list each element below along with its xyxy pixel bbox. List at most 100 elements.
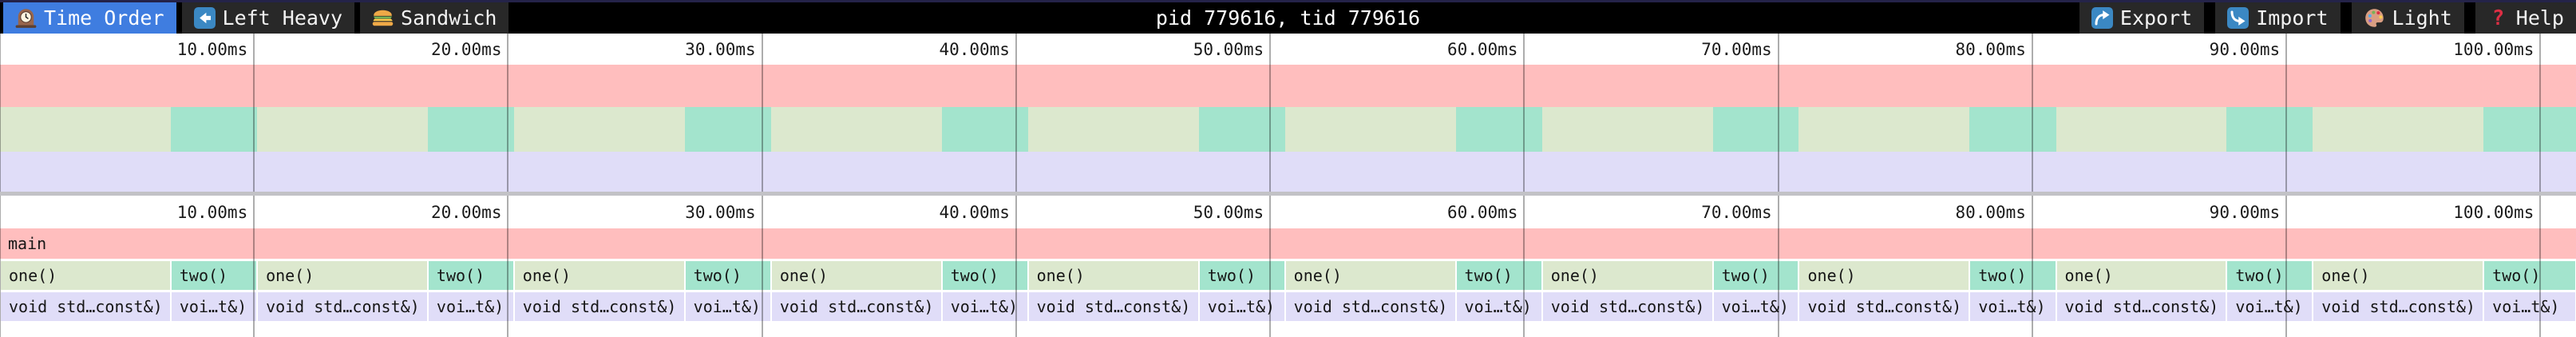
minimap-frame-voi-t[interactable] (427, 152, 514, 192)
minimap-frame-main[interactable] (0, 65, 2576, 107)
flame-frame-voi-t[interactable]: voi…t&) (942, 292, 1027, 321)
minimap-frame-one[interactable] (770, 107, 942, 152)
minimap[interactable]: 10.00ms 20.00ms 30.00ms 40.00ms 50.00ms 60.00… (0, 34, 2576, 192)
flame-frame-void-std-const[interactable]: void std…const&) (1028, 292, 1198, 321)
minimap-frame-two[interactable] (1712, 107, 1799, 152)
flame-frame-one[interactable]: one() (514, 261, 684, 290)
flame-frame-two[interactable]: two() (428, 261, 513, 290)
flame-frame-two[interactable]: two() (2484, 261, 2575, 290)
minimap-frame-two[interactable] (1969, 107, 2056, 152)
flame-frame-two[interactable]: two() (1713, 261, 1798, 290)
minimap-row-depth-1[interactable] (0, 107, 2576, 152)
minimap-frame-voi-t[interactable] (684, 152, 771, 192)
flame-frame-void-std-const[interactable]: void std…const&) (771, 292, 941, 321)
minimap-frame-voi-t[interactable] (1455, 152, 1542, 192)
minimap-frame-void-std-const[interactable] (257, 152, 428, 192)
minimap-frame-void-std-const[interactable] (1798, 152, 1970, 192)
minimap-frame-one[interactable] (257, 107, 428, 152)
window-top-strip (0, 0, 2576, 2)
flame-frame-one[interactable]: one() (1, 261, 170, 290)
flame-frame-two[interactable]: two() (685, 261, 770, 290)
flame-frame-two[interactable]: two() (942, 261, 1027, 290)
minimap-frame-two[interactable] (684, 107, 771, 152)
minimap-frame-void-std-const[interactable] (2056, 152, 2227, 192)
flame-frame-void-std-const[interactable]: void std…const&) (2056, 292, 2226, 321)
minimap-frame-voi-t[interactable] (2483, 152, 2576, 192)
flame-frame-two[interactable]: two() (1199, 261, 1284, 290)
minimap-frame-two[interactable] (1455, 107, 1542, 152)
minimap-frame-two[interactable] (2226, 107, 2313, 152)
flame-frame-void-std-const[interactable]: void std…const&) (514, 292, 684, 321)
flame-frame-voi-t[interactable]: voi…t&) (2484, 292, 2575, 321)
flame-frame-voi-t[interactable]: voi…t&) (1456, 292, 1541, 321)
minimap-flamechart-divider[interactable] (0, 192, 2576, 196)
flame-frame-voi-t[interactable]: voi…t&) (685, 292, 770, 321)
flame-frame-one[interactable]: one() (771, 261, 941, 290)
flame-frame-one[interactable]: one() (1542, 261, 1712, 290)
flame-frame-one[interactable]: one() (1285, 261, 1455, 290)
minimap-frame-one[interactable] (1798, 107, 1970, 152)
minimap-bands[interactable] (0, 65, 2576, 192)
flame-frame-two[interactable]: two() (1970, 261, 2056, 290)
minimap-frame-void-std-const[interactable] (1541, 152, 1713, 192)
flame-frame-main[interactable]: main (0, 228, 2576, 259)
minimap-frame-voi-t[interactable] (1198, 152, 1285, 192)
minimap-frame-two[interactable] (941, 107, 1028, 152)
flame-frame-void-std-const[interactable]: void std…const&) (1285, 292, 1455, 321)
minimap-frame-one[interactable] (513, 107, 685, 152)
flame-frame-one[interactable]: one() (1028, 261, 1198, 290)
minimap-frame-one[interactable] (1541, 107, 1713, 152)
tab-sandwich[interactable]: Sandwich (360, 2, 509, 34)
minimap-frame-voi-t[interactable] (941, 152, 1028, 192)
flame-frame-void-std-const[interactable]: void std…const&) (2313, 292, 2483, 321)
flame-frame-one[interactable]: one() (2313, 261, 2483, 290)
flame-frame-one[interactable]: one() (258, 261, 427, 290)
flame-frame-voi-t[interactable]: voi…t&) (428, 292, 513, 321)
minimap-frame-voi-t[interactable] (170, 152, 258, 192)
flame-frame-void-std-const[interactable]: void std…const&) (1, 292, 170, 321)
flame-frame-voi-t[interactable]: voi…t&) (1970, 292, 2056, 321)
tab-time-order[interactable]: Time Order (3, 2, 176, 34)
button-help[interactable]: ? Help (2475, 2, 2576, 34)
minimap-frame-void-std-const[interactable] (513, 152, 685, 192)
flame-frame-one[interactable]: one() (1799, 261, 1969, 290)
minimap-frame-void-std-const[interactable] (2313, 152, 2484, 192)
minimap-frame-one[interactable] (2313, 107, 2484, 152)
minimap-frame-one[interactable] (1284, 107, 1456, 152)
time-tick-label: 50.00ms (1193, 39, 1264, 59)
flame-frame-voi-t[interactable]: voi…t&) (2227, 292, 2313, 321)
minimap-row-depth-0[interactable] (0, 65, 2576, 107)
minimap-ruler[interactable]: 10.00ms 20.00ms 30.00ms 40.00ms 50.00ms 60.00… (0, 34, 2576, 65)
minimap-frame-two[interactable] (2483, 107, 2576, 152)
flame-frame-two[interactable]: two() (2227, 261, 2313, 290)
minimap-frame-void-std-const[interactable] (1027, 152, 1199, 192)
minimap-frame-two[interactable] (427, 107, 514, 152)
minimap-row-depth-2[interactable] (0, 152, 2576, 192)
minimap-frame-voi-t[interactable] (1969, 152, 2056, 192)
flame-frame-voi-t[interactable]: voi…t&) (1199, 292, 1284, 321)
minimap-frame-void-std-const[interactable] (0, 152, 171, 192)
tab-label: Time Order (44, 6, 164, 30)
flame-frame-void-std-const[interactable]: void std…const&) (258, 292, 427, 321)
flame-frame-two[interactable]: two() (171, 261, 257, 290)
button-light[interactable]: Light (2351, 2, 2464, 34)
button-import[interactable]: Import (2215, 2, 2341, 34)
flame-frame-two[interactable]: two() (1456, 261, 1541, 290)
minimap-frame-voi-t[interactable] (1712, 152, 1799, 192)
minimap-frame-one[interactable] (0, 107, 171, 152)
flame-frame-void-std-const[interactable]: void std…const&) (1799, 292, 1969, 321)
flamechart[interactable]: 10.00ms 20.00ms 30.00ms 40.00ms 50.00ms 60.00… (0, 196, 2576, 337)
minimap-frame-void-std-const[interactable] (1284, 152, 1456, 192)
flame-frame-one[interactable]: one() (2056, 261, 2226, 290)
tab-left-heavy[interactable]: Left Heavy (181, 2, 355, 34)
minimap-frame-voi-t[interactable] (2226, 152, 2313, 192)
flame-frame-voi-t[interactable]: voi…t&) (1713, 292, 1798, 321)
minimap-frame-two[interactable] (170, 107, 258, 152)
flame-frame-voi-t[interactable]: voi…t&) (171, 292, 257, 321)
minimap-frame-void-std-const[interactable] (770, 152, 942, 192)
minimap-frame-one[interactable] (1027, 107, 1199, 152)
minimap-frame-one[interactable] (2056, 107, 2227, 152)
button-export[interactable]: Export (2079, 2, 2205, 34)
minimap-frame-two[interactable] (1198, 107, 1285, 152)
flame-frame-void-std-const[interactable]: void std…const&) (1542, 292, 1712, 321)
